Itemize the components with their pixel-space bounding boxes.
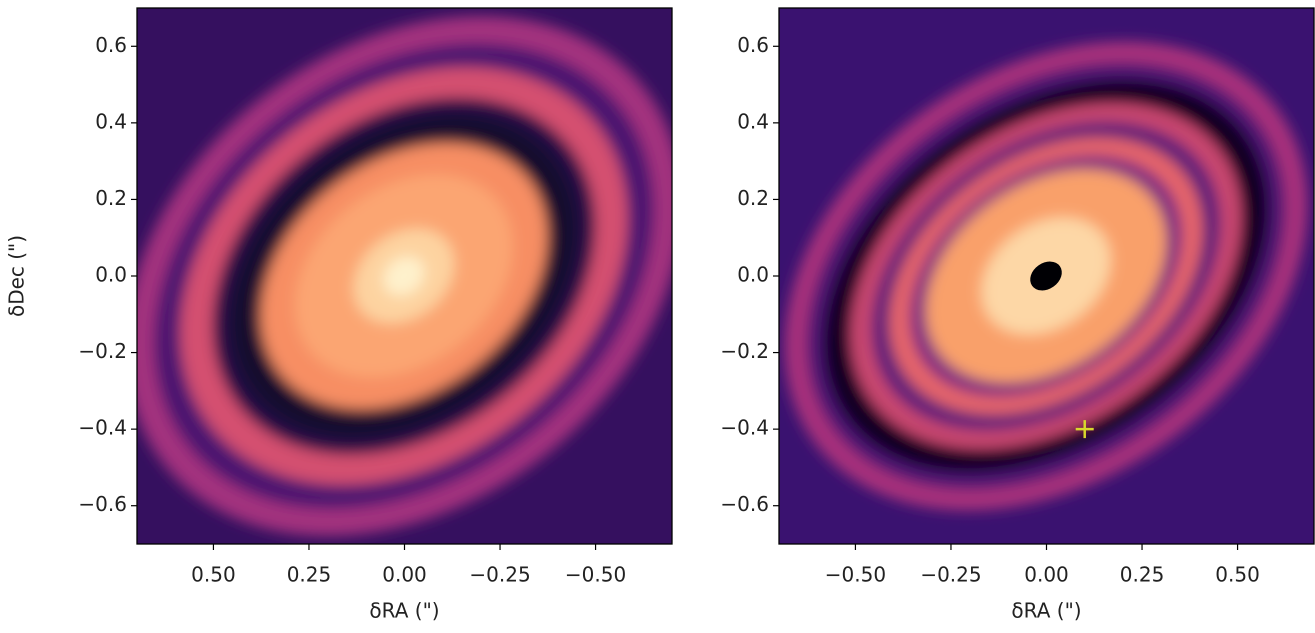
y-tick-label: 0.4 (737, 109, 769, 133)
y-axis-label: δDec (") (5, 235, 29, 317)
y-tick-label: −0.2 (720, 339, 769, 363)
x-tick-label: −0.50 (825, 563, 886, 587)
x-tick-label: 0.25 (287, 563, 332, 587)
x-tick-label: 0.25 (1120, 563, 1165, 587)
y-tick-label: −0.6 (720, 492, 769, 516)
y-tick-label: 0.6 (95, 33, 127, 57)
y-tick-label: 0.6 (737, 33, 769, 57)
y-tick-label: −0.4 (720, 416, 769, 440)
y-tick-label: −0.6 (78, 492, 127, 516)
x-axis-label: δRA (") (369, 599, 439, 623)
x-tick-label: −0.25 (920, 563, 981, 587)
x-tick-label: 0.00 (1024, 563, 1069, 587)
y-tick-label: −0.2 (78, 339, 127, 363)
image-left (137, 8, 672, 544)
x-tick-label: −0.25 (469, 563, 530, 587)
image-right (779, 8, 1314, 544)
y-tick-label: 0.0 (737, 263, 769, 287)
y-tick-label: 0.2 (737, 186, 769, 210)
y-tick-label: 0.0 (95, 263, 127, 287)
y-tick-label: −0.4 (78, 416, 127, 440)
x-tick-label: 0.50 (1215, 563, 1260, 587)
x-axis-label: δRA (") (1011, 599, 1081, 623)
x-tick-label: −0.50 (565, 563, 626, 587)
x-tick-label: 0.50 (191, 563, 236, 587)
y-tick-label: 0.2 (95, 186, 127, 210)
x-tick-label: 0.00 (382, 563, 427, 587)
marker (1075, 420, 1094, 439)
y-tick-label: 0.4 (95, 109, 127, 133)
